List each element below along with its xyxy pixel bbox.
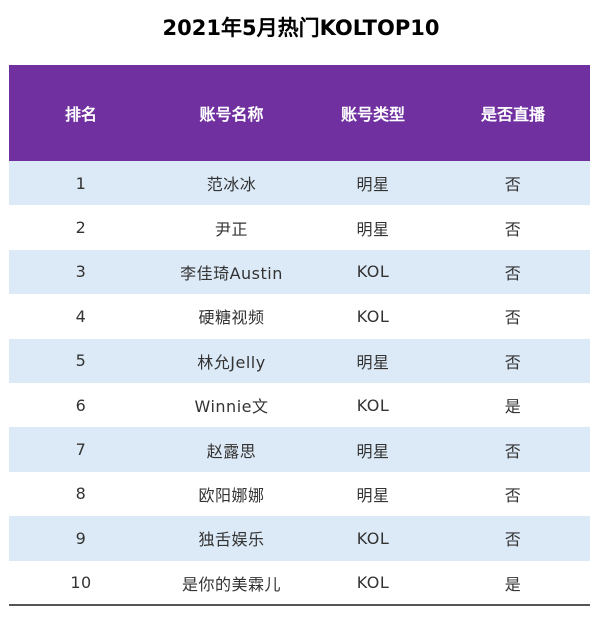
kol-ranking-table: 排名 账号名称 账号类型 是否直播 1 范冰冰 明星 否 2 尹正 明星 否 3… bbox=[9, 65, 590, 605]
cell-rank: 6 bbox=[75, 395, 87, 415]
table-row: 4 硬糖视频 KOL 否 bbox=[9, 294, 590, 339]
table-row: 8 欧阳娜娜 明星 否 bbox=[9, 471, 590, 517]
table-row: 6 Winnie文 KOL 是 bbox=[9, 382, 590, 428]
table-row: 9 独舌娱乐 KOL 否 bbox=[9, 516, 590, 561]
column-header-live-streaming: 是否直播 bbox=[480, 105, 545, 124]
cell-account-name: 范冰冰 bbox=[206, 175, 257, 195]
cell-account-name: 独舌娱乐 bbox=[198, 530, 265, 550]
cell-account-name: 尹正 bbox=[214, 219, 248, 239]
cell-account-name: 林允Jelly bbox=[197, 352, 266, 372]
cell-live-streaming: 否 bbox=[504, 530, 522, 550]
cell-live-streaming: 是 bbox=[504, 397, 522, 417]
cell-account-name: 硬糖视频 bbox=[198, 308, 265, 328]
column-header-account-name: 账号名称 bbox=[199, 105, 264, 124]
cell-account-type: KOL bbox=[356, 262, 390, 282]
cell-rank: 5 bbox=[75, 351, 87, 371]
cell-account-type: KOL bbox=[356, 395, 390, 415]
cell-rank: 3 bbox=[75, 262, 87, 282]
cell-live-streaming: 否 bbox=[504, 441, 522, 461]
cell-rank: 2 bbox=[75, 218, 87, 238]
cell-account-name: 赵露思 bbox=[206, 441, 257, 461]
cell-account-name: 欧阳娜娜 bbox=[198, 485, 265, 505]
cell-account-type: 明星 bbox=[356, 175, 390, 195]
cell-live-streaming: 否 bbox=[504, 308, 522, 328]
table-row: 7 赵露思 明星 否 bbox=[9, 427, 590, 472]
table-row: 5 林允Jelly 明星 否 bbox=[9, 338, 590, 383]
cell-live-streaming: 否 bbox=[504, 219, 522, 239]
cell-rank: 1 bbox=[75, 173, 87, 193]
cell-live-streaming: 否 bbox=[504, 485, 522, 505]
cell-account-type: KOL bbox=[356, 306, 390, 326]
table-row: 2 尹正 明星 否 bbox=[9, 205, 590, 250]
column-header-rank: 排名 bbox=[64, 105, 97, 124]
cell-live-streaming: 否 bbox=[504, 352, 522, 372]
table-header-row: 排名 账号名称 账号类型 是否直播 bbox=[9, 65, 590, 161]
cell-rank: 8 bbox=[75, 484, 87, 504]
table-row: 10 是你的美霖儿 KOL 是 bbox=[9, 560, 590, 605]
cell-account-type: 明星 bbox=[356, 219, 390, 239]
cell-account-type: KOL bbox=[356, 573, 390, 593]
cell-account-type: 明星 bbox=[356, 485, 390, 505]
table-title: 2021年5月热门KOLTOP10 bbox=[162, 16, 440, 40]
table-row: 1 范冰冰 明星 否 bbox=[9, 161, 590, 206]
cell-live-streaming: 否 bbox=[504, 175, 522, 195]
cell-account-type: 明星 bbox=[356, 352, 390, 372]
cell-account-type: KOL bbox=[356, 528, 390, 548]
cell-rank: 4 bbox=[75, 306, 87, 326]
table-bottom-rule bbox=[9, 604, 590, 606]
table-row: 3 李佳琦Austin KOL 否 bbox=[9, 249, 590, 295]
cell-live-streaming: 是 bbox=[504, 574, 522, 594]
column-header-account-type: 账号类型 bbox=[340, 105, 405, 124]
cell-account-name: 是你的美霖儿 bbox=[181, 574, 281, 594]
cell-account-type: 明星 bbox=[356, 441, 390, 461]
cell-rank: 10 bbox=[70, 573, 92, 593]
cell-live-streaming: 否 bbox=[504, 263, 522, 283]
cell-account-name: 李佳琦Austin bbox=[180, 263, 283, 283]
cell-rank: 9 bbox=[75, 528, 87, 548]
cell-account-name: Winnie文 bbox=[194, 397, 269, 417]
cell-rank: 7 bbox=[75, 440, 87, 460]
